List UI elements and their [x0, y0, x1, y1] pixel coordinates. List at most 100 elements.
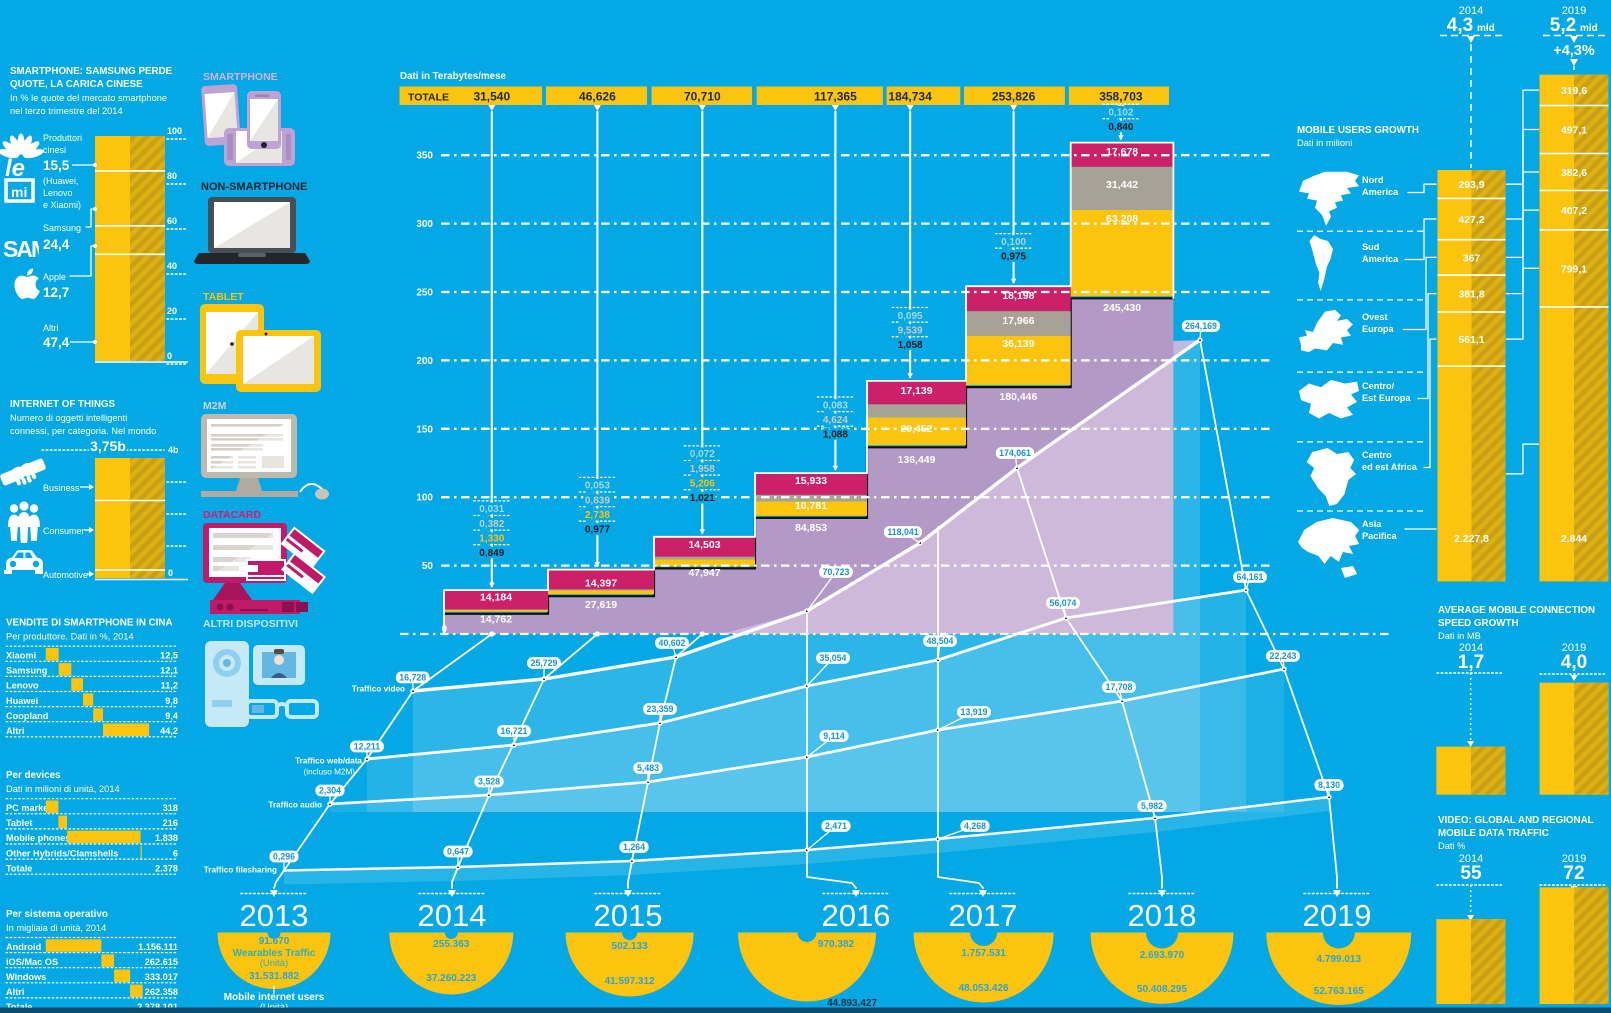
svg-text:0,647: 0,647 [447, 847, 469, 857]
svg-text:2.378.101: 2.378.101 [137, 1002, 178, 1012]
svg-text:le: le [5, 155, 25, 182]
svg-text:0,296: 0,296 [273, 852, 295, 862]
svg-text:11,2: 11,2 [161, 681, 178, 691]
svg-text:0,083: 0,083 [823, 400, 848, 411]
svg-text:iOS/Mac OS: iOS/Mac OS [6, 957, 58, 967]
svg-text:63,208: 63,208 [1106, 213, 1138, 225]
svg-text:382,6: 382,6 [1561, 167, 1587, 179]
svg-text:72: 72 [1563, 863, 1584, 884]
svg-text:VIDEO: GLOBAL AND REGIONAL: VIDEO: GLOBAL AND REGIONAL [1438, 815, 1594, 826]
svg-text:497,1: 497,1 [1561, 125, 1587, 137]
svg-text:561,1: 561,1 [1458, 334, 1484, 346]
svg-text:1.757.531: 1.757.531 [961, 948, 1006, 959]
svg-text:Centro/: Centro/ [1362, 381, 1395, 391]
svg-text:0,072: 0,072 [690, 449, 715, 460]
svg-text:AVERAGE MOBILE CONNECTION: AVERAGE MOBILE CONNECTION [1438, 605, 1595, 616]
svg-text:52.763.165: 52.763.165 [1314, 986, 1364, 997]
svg-text:20: 20 [167, 306, 177, 316]
svg-text:2.378: 2.378 [155, 863, 178, 873]
svg-text:Pacifica: Pacifica [1362, 531, 1398, 541]
svg-text:502.133: 502.133 [612, 941, 649, 952]
svg-text:Mobile phones: Mobile phones [6, 833, 70, 843]
svg-text:Totale: Totale [6, 863, 32, 873]
svg-text:DATACARD: DATACARD [203, 509, 261, 521]
svg-text:318: 318 [163, 803, 178, 813]
svg-text:350: 350 [416, 151, 433, 162]
svg-text:Business: Business [43, 483, 80, 493]
svg-text:0,977: 0,977 [585, 525, 610, 536]
svg-text:Traffico audio: Traffico audio [268, 801, 322, 810]
svg-text:6: 6 [173, 848, 178, 858]
svg-text:216: 216 [163, 818, 178, 828]
svg-text:(Unità): (Unità) [260, 958, 289, 969]
svg-text:Produttori: Produttori [43, 133, 82, 143]
svg-text:20,452: 20,452 [900, 423, 932, 435]
svg-text:1,7: 1,7 [1458, 652, 1484, 673]
svg-text:2014: 2014 [1459, 642, 1483, 654]
svg-text:Traffico video: Traffico video [352, 685, 405, 694]
svg-text:24,4: 24,4 [43, 237, 70, 252]
svg-text:14,503: 14,503 [688, 539, 720, 551]
svg-text:12,7: 12,7 [43, 285, 69, 300]
svg-text:381,8: 381,8 [1458, 289, 1484, 301]
svg-text:262.358: 262.358 [145, 987, 178, 997]
svg-text:12,5: 12,5 [160, 651, 178, 661]
svg-text:100: 100 [416, 493, 433, 504]
svg-text:46,626: 46,626 [579, 90, 616, 104]
svg-text:SAM: SAM [3, 236, 49, 262]
svg-text:970.382: 970.382 [818, 939, 855, 950]
svg-text:cinesi: cinesi [43, 145, 66, 155]
svg-text:255.363: 255.363 [433, 939, 470, 950]
svg-text:0,849: 0,849 [479, 548, 504, 559]
svg-text:23,359: 23,359 [647, 704, 674, 714]
svg-text:0,031: 0,031 [479, 504, 504, 515]
svg-text:70,723: 70,723 [823, 567, 850, 577]
svg-text:799,1: 799,1 [1561, 263, 1587, 275]
svg-text:5,483: 5,483 [637, 763, 659, 773]
svg-text:America: America [1362, 187, 1399, 197]
svg-text:407,2: 407,2 [1561, 205, 1587, 217]
svg-text:15,933: 15,933 [795, 475, 827, 487]
svg-text:Automotive: Automotive [43, 570, 88, 580]
svg-text:SMARTPHONE: SMARTPHONE [203, 71, 278, 83]
svg-text:55: 55 [1460, 863, 1482, 884]
svg-text:Windows: Windows [6, 972, 46, 982]
svg-text:Sud: Sud [1362, 242, 1379, 252]
svg-text:17,678: 17,678 [1106, 146, 1138, 158]
svg-text:MOBILE DATA TRAFFIC: MOBILE DATA TRAFFIC [1438, 828, 1549, 839]
svg-text:SPEED GROWTH: SPEED GROWTH [1438, 618, 1519, 629]
svg-text:9,114: 9,114 [823, 731, 845, 741]
svg-text:4,624: 4,624 [823, 415, 848, 426]
svg-text:2,471: 2,471 [825, 821, 847, 831]
svg-text:Per sistema operativo: Per sistema operativo [6, 909, 108, 920]
svg-text:5,206: 5,206 [690, 478, 715, 489]
svg-text:2014: 2014 [1459, 853, 1483, 865]
svg-text:333.017: 333.017 [145, 972, 178, 982]
svg-text:Numero di oggetti intelligenti: Numero di oggetti intelligenti [10, 413, 127, 423]
svg-text:2014: 2014 [418, 898, 487, 933]
svg-text:1.838: 1.838 [155, 833, 178, 843]
svg-text:VENDITE DI SMARTPHONE IN CINA: VENDITE DI SMARTPHONE IN CINA [6, 618, 173, 629]
svg-text:118,041: 118,041 [887, 527, 918, 537]
svg-text:262.615: 262.615 [145, 957, 178, 967]
svg-text:PC market: PC market [6, 803, 51, 813]
svg-text:319,6: 319,6 [1561, 85, 1587, 97]
svg-text:2013: 2013 [240, 898, 309, 933]
svg-text:mi: mi [11, 184, 27, 200]
svg-text:0,382: 0,382 [479, 519, 504, 530]
svg-text:40: 40 [167, 261, 177, 271]
svg-text:Wearables Traffic: Wearables Traffic [233, 948, 316, 959]
svg-text:0,839: 0,839 [585, 495, 610, 506]
svg-text:117,365: 117,365 [814, 90, 857, 104]
svg-text:Ovest: Ovest [1362, 312, 1388, 322]
svg-text:+4,3%: +4,3% [1553, 43, 1595, 59]
svg-text:Traffico web/data: Traffico web/data [295, 757, 362, 766]
svg-text:0,102: 0,102 [1108, 107, 1133, 118]
svg-text:Tablet: Tablet [6, 818, 32, 828]
svg-text:48,504: 48,504 [927, 636, 954, 646]
svg-text:367: 367 [1463, 252, 1481, 264]
svg-text:mld: mld [1477, 23, 1495, 34]
svg-text:1,058: 1,058 [898, 340, 923, 351]
svg-text:47,4: 47,4 [43, 335, 70, 350]
svg-text:Samsung: Samsung [6, 666, 47, 676]
